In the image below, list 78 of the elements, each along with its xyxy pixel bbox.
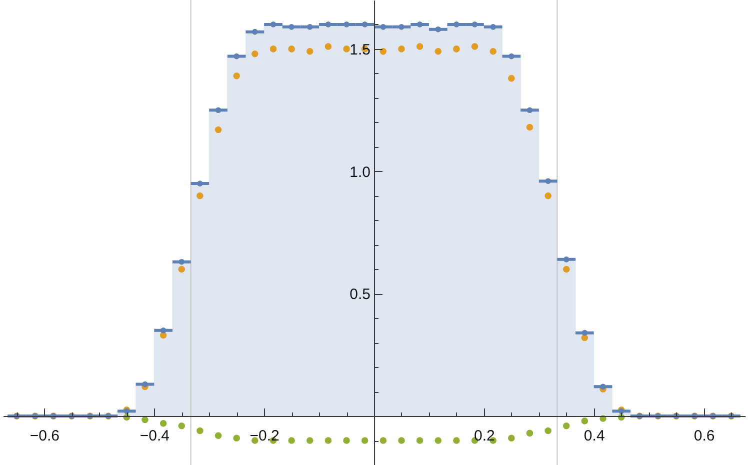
- point: [270, 46, 277, 52]
- point: [416, 437, 424, 444]
- point: [508, 53, 514, 60]
- point: [252, 28, 258, 35]
- point: [288, 437, 295, 444]
- point: [562, 422, 570, 430]
- point: [215, 107, 222, 114]
- point: [398, 24, 404, 30]
- point: [453, 437, 460, 444]
- point: [563, 256, 570, 262]
- point: [508, 434, 515, 442]
- point: [160, 327, 166, 334]
- point: [380, 437, 387, 444]
- x-tick-label: −0.2: [250, 428, 280, 445]
- point: [343, 437, 350, 444]
- point: [288, 24, 294, 30]
- point: [545, 178, 551, 184]
- point: [544, 427, 552, 434]
- point: [526, 107, 533, 114]
- point: [196, 427, 204, 434]
- point: [508, 74, 515, 82]
- y-tick-label: 0.5: [350, 286, 370, 304]
- point: [581, 418, 588, 424]
- point: [380, 48, 387, 55]
- x-tick-label: 0.4: [584, 428, 605, 445]
- point: [288, 46, 295, 52]
- point: [434, 437, 442, 444]
- point: [252, 50, 258, 58]
- point: [234, 53, 240, 60]
- point: [362, 22, 368, 28]
- y-tick-label: 1.0: [350, 164, 370, 181]
- point: [306, 24, 313, 30]
- point: [142, 381, 148, 388]
- point: [398, 46, 405, 52]
- point: [582, 330, 588, 336]
- y-tick-label: 1.5: [350, 41, 370, 58]
- point: [324, 437, 332, 444]
- point: [454, 22, 460, 28]
- point: [544, 192, 552, 200]
- point: [526, 430, 534, 437]
- point: [398, 437, 405, 444]
- point: [233, 434, 240, 442]
- point: [581, 334, 588, 342]
- point: [471, 43, 478, 50]
- point: [160, 420, 167, 427]
- point: [490, 48, 496, 55]
- point: [416, 43, 424, 50]
- point: [197, 180, 203, 186]
- point: [343, 46, 350, 52]
- point: [435, 26, 442, 32]
- point: [233, 72, 240, 80]
- point: [214, 126, 222, 134]
- point: [306, 437, 314, 444]
- x-tick-label: −0.4: [140, 428, 170, 445]
- point: [178, 258, 185, 265]
- point: [325, 22, 332, 28]
- point: [306, 48, 314, 55]
- point: [196, 192, 204, 200]
- point: [324, 43, 332, 50]
- point: [562, 266, 570, 273]
- point: [214, 432, 222, 440]
- x-tick-label: 0.2: [474, 428, 495, 445]
- point: [142, 416, 148, 424]
- point: [490, 24, 496, 30]
- point: [600, 384, 606, 390]
- x-tick-label: 0.6: [694, 428, 715, 445]
- point: [434, 48, 442, 55]
- point: [416, 22, 423, 28]
- point: [178, 422, 186, 430]
- point: [453, 46, 460, 52]
- point: [380, 24, 386, 30]
- x-tick-label: −0.6: [30, 428, 60, 445]
- point: [270, 22, 276, 28]
- point: [526, 124, 534, 131]
- point: [344, 22, 350, 28]
- point: [178, 266, 186, 273]
- point: [361, 437, 368, 444]
- point: [472, 22, 478, 28]
